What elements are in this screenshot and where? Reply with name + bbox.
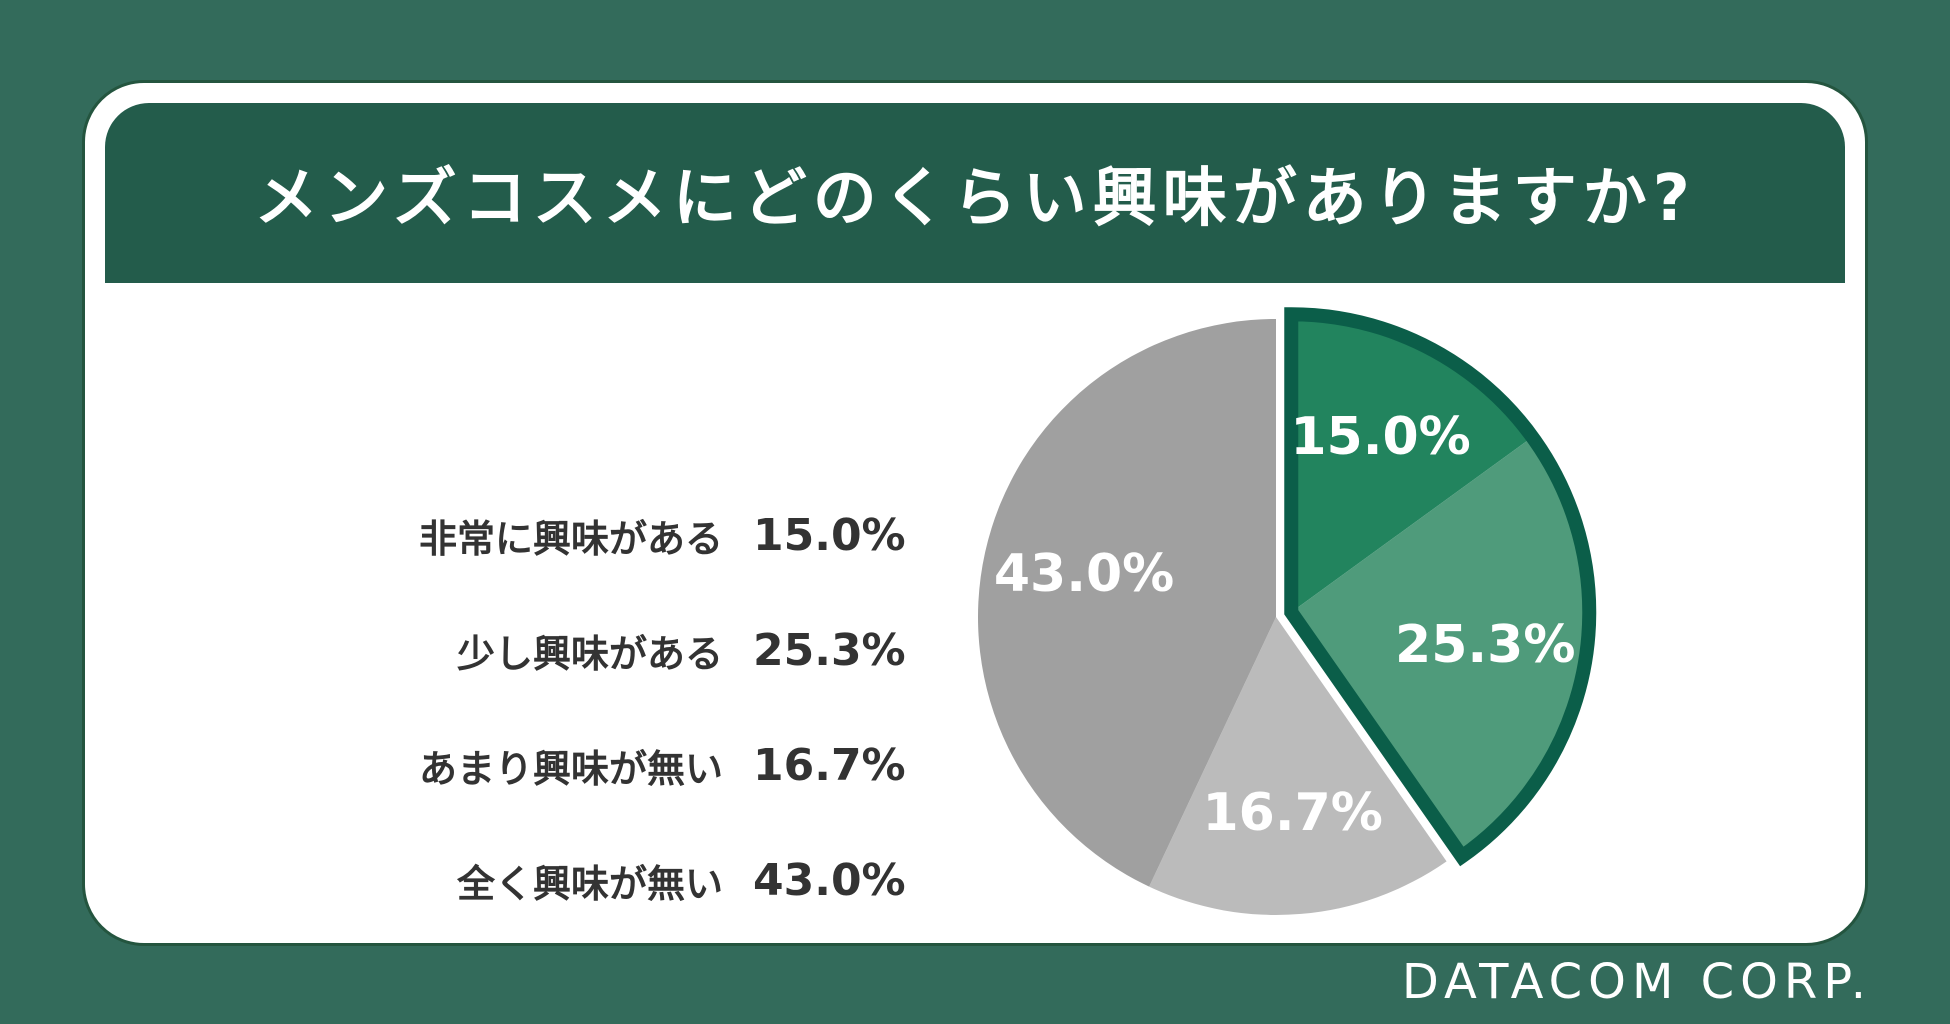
pie-slice (1291, 437, 1590, 857)
chart-title: メンズコスメにどのくらい興味がありますか? (254, 162, 1696, 236)
legend-label: 全く興味が無い (456, 862, 723, 906)
legend-item: 少し興味がある 25.3% (385, 593, 906, 708)
legend-value: 15.0% (753, 510, 906, 561)
slice-value-label: 43.0% (994, 544, 1174, 604)
legend-value: 25.3% (753, 625, 906, 676)
pie-slice (978, 319, 1276, 887)
legend-label: 非常に興味がある (418, 517, 723, 561)
legend-item: 全く興味が無い 43.0% (385, 823, 906, 938)
slice-value-label: 16.7% (1202, 783, 1382, 843)
slice-value-label: 15.0% (1290, 407, 1470, 467)
legend-label: 少し興味がある (456, 632, 723, 676)
legend: 非常に興味がある 15.0% 少し興味がある 25.3% あまり興味が無い 16… (385, 478, 906, 938)
title-banner: メンズコスメにどのくらい興味がありますか? (105, 103, 1845, 283)
pie-slice (1291, 314, 1533, 613)
brand-logo-text: DATACOM CORP. (1401, 954, 1872, 1010)
legend-label: あまり興味が無い (418, 747, 723, 791)
pie-slice (1149, 617, 1447, 915)
legend-item: あまり興味が無い 16.7% (385, 708, 906, 823)
slice-value-label: 25.3% (1395, 615, 1575, 675)
legend-value: 43.0% (753, 855, 906, 906)
highlight-outline (1284, 307, 1597, 867)
legend-value: 16.7% (753, 740, 906, 791)
legend-item: 非常に興味がある 15.0% (385, 478, 906, 593)
